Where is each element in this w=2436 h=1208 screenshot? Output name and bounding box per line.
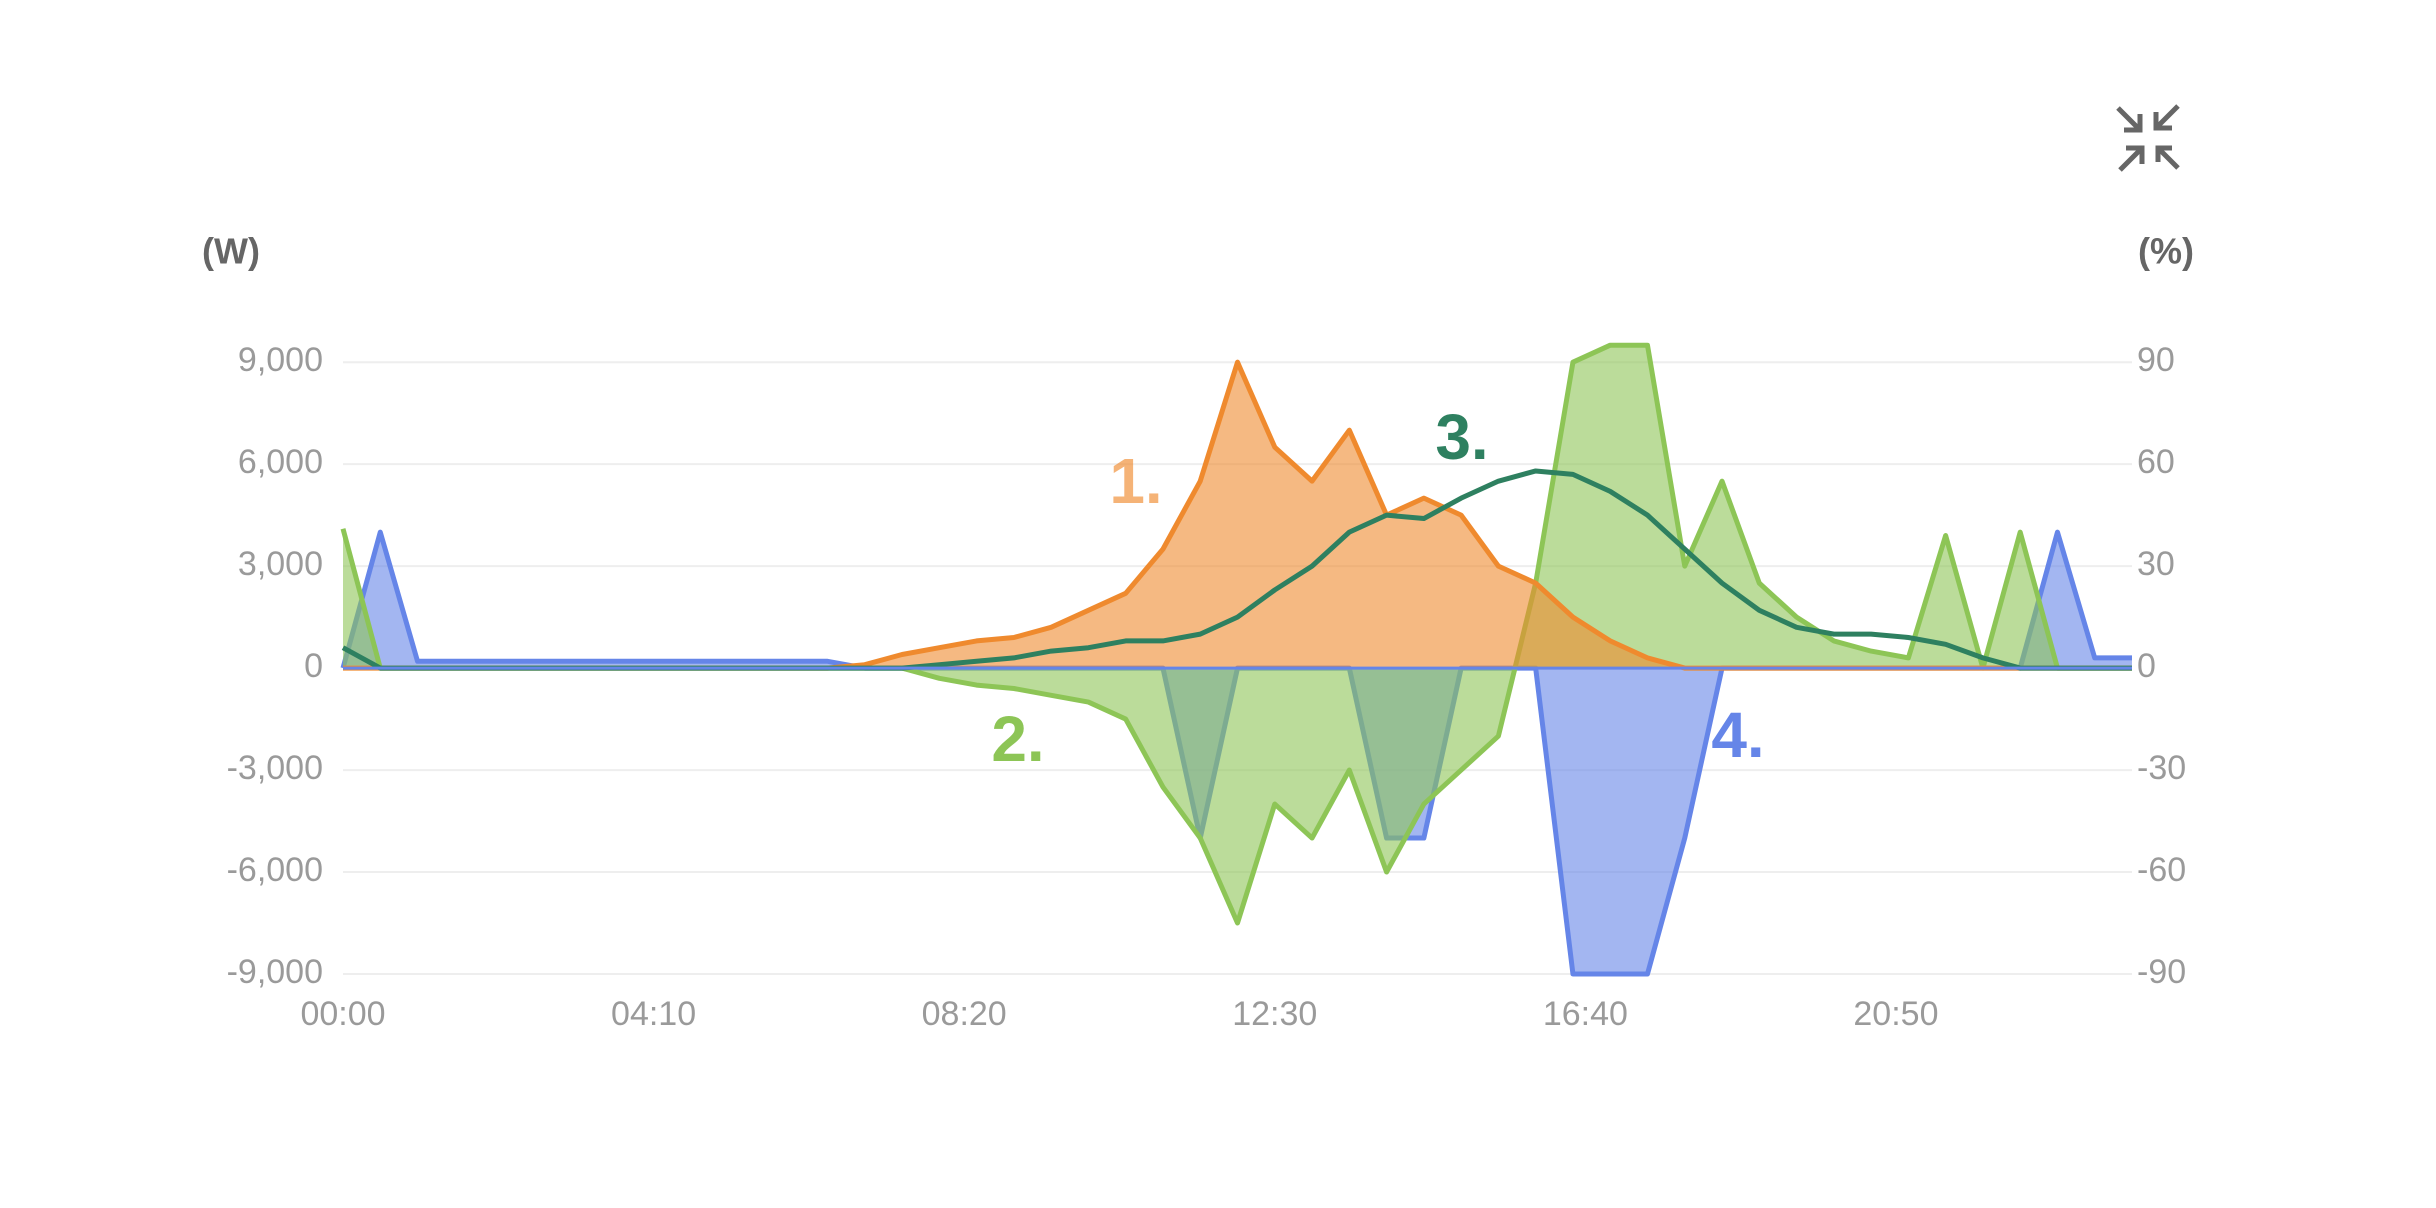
y2-tick-label: 90 bbox=[2137, 341, 2175, 379]
icon-arrow bbox=[2118, 145, 2145, 172]
y2-axis-label: (%) bbox=[2138, 231, 2194, 272]
collapse-icon[interactable] bbox=[2116, 104, 2180, 172]
y2-tick-label: 60 bbox=[2137, 443, 2175, 481]
series-annotation: 3. bbox=[1435, 401, 1488, 473]
y2-tick-label: -90 bbox=[2137, 953, 2186, 991]
x-tick-label: 08:20 bbox=[922, 995, 1007, 1033]
x-tick-label: 12:30 bbox=[1232, 995, 1317, 1033]
icon-arrow bbox=[2153, 104, 2180, 131]
y-tick-label: -9,000 bbox=[227, 953, 323, 991]
y-tick-label: 0 bbox=[304, 647, 323, 685]
x-tick-label: 00:00 bbox=[300, 995, 385, 1033]
series-annotation: 1. bbox=[1109, 445, 1162, 517]
area-fill bbox=[343, 362, 2132, 669]
y-tick-label: 9,000 bbox=[238, 341, 323, 379]
x-tick-label: 16:40 bbox=[1543, 995, 1628, 1033]
series-annotation: 2. bbox=[991, 703, 1044, 775]
area-fill bbox=[343, 345, 2132, 924]
y2-tick-label: 0 bbox=[2137, 647, 2156, 685]
y-tick-label: 6,000 bbox=[238, 443, 323, 481]
y-tick-label: -6,000 bbox=[227, 851, 323, 889]
y2-tick-label: -60 bbox=[2137, 851, 2186, 889]
y-tick-label: 3,000 bbox=[238, 545, 323, 583]
y-axis-label: (W) bbox=[202, 231, 260, 272]
y2-tick-label: -30 bbox=[2137, 749, 2186, 787]
series-annotation: 4. bbox=[1711, 699, 1764, 771]
y2-tick-label: 30 bbox=[2137, 545, 2175, 583]
y-tick-label: -3,000 bbox=[227, 749, 323, 787]
icon-arrow bbox=[2116, 106, 2143, 133]
icon-arrow bbox=[2155, 145, 2180, 170]
x-tick-label: 04:10 bbox=[611, 995, 696, 1033]
x-tick-label: 20:50 bbox=[1853, 995, 1938, 1033]
